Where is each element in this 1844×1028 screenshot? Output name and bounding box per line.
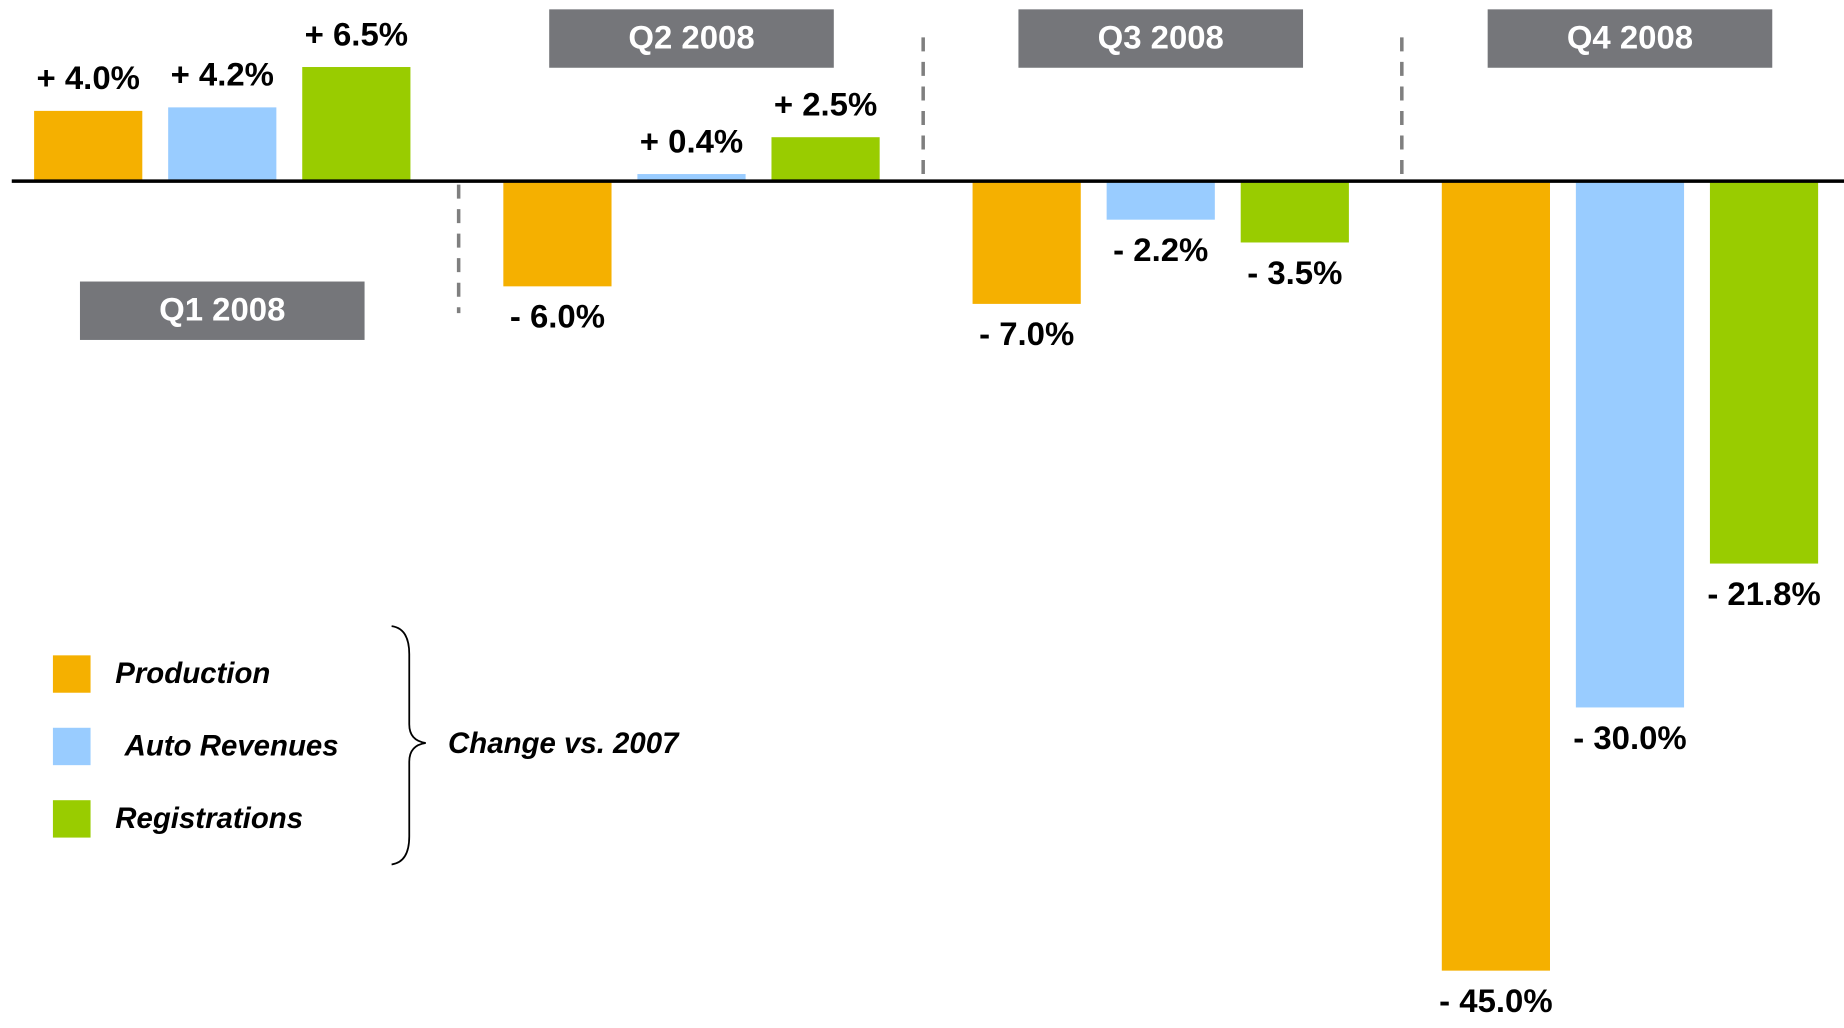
annotation: Change vs. 2007 xyxy=(448,727,680,760)
bar xyxy=(1240,181,1349,243)
brace xyxy=(391,625,426,866)
bar xyxy=(1575,181,1685,708)
value-label: + 2.5% xyxy=(774,86,877,123)
legend-swatch xyxy=(52,655,91,693)
value-label: + 4.0% xyxy=(37,59,140,96)
value-label: - 7.0% xyxy=(979,315,1074,352)
bar xyxy=(503,181,612,287)
legend-label: Registrations xyxy=(115,802,303,835)
legend-label: Production xyxy=(115,657,270,690)
value-label: + 6.5% xyxy=(305,15,408,52)
category-label: Q4 2008 xyxy=(1567,18,1693,55)
bar xyxy=(972,181,1081,304)
value-label: - 30.0% xyxy=(1573,719,1686,756)
value-label: + 4.2% xyxy=(171,56,274,93)
category-box xyxy=(1018,9,1304,68)
category-label: Q3 2008 xyxy=(1098,18,1224,55)
category-label: Q1 2008 xyxy=(159,291,285,328)
bar xyxy=(302,67,411,182)
bar xyxy=(771,137,880,182)
category-label: Q2 2008 xyxy=(628,18,754,55)
category-box xyxy=(79,281,365,340)
value-label: - 2.2% xyxy=(1113,231,1208,268)
legend-label: Auto Revenues xyxy=(124,729,339,762)
value-label: - 21.8% xyxy=(1707,575,1820,612)
separators xyxy=(456,37,1404,314)
bar xyxy=(1106,181,1215,220)
category-box xyxy=(549,9,834,68)
value-label: - 6.0% xyxy=(510,298,605,335)
legend-swatch xyxy=(52,727,91,766)
bar xyxy=(34,110,143,182)
value-label: - 45.0% xyxy=(1439,982,1552,1019)
bar xyxy=(1709,181,1819,564)
bar xyxy=(1441,181,1550,971)
value-label: + 0.4% xyxy=(640,122,743,159)
bar xyxy=(168,107,277,182)
bar xyxy=(637,174,746,182)
category-box xyxy=(1487,9,1773,68)
legend-swatch xyxy=(52,800,91,838)
value-label: - 3.5% xyxy=(1247,254,1342,291)
